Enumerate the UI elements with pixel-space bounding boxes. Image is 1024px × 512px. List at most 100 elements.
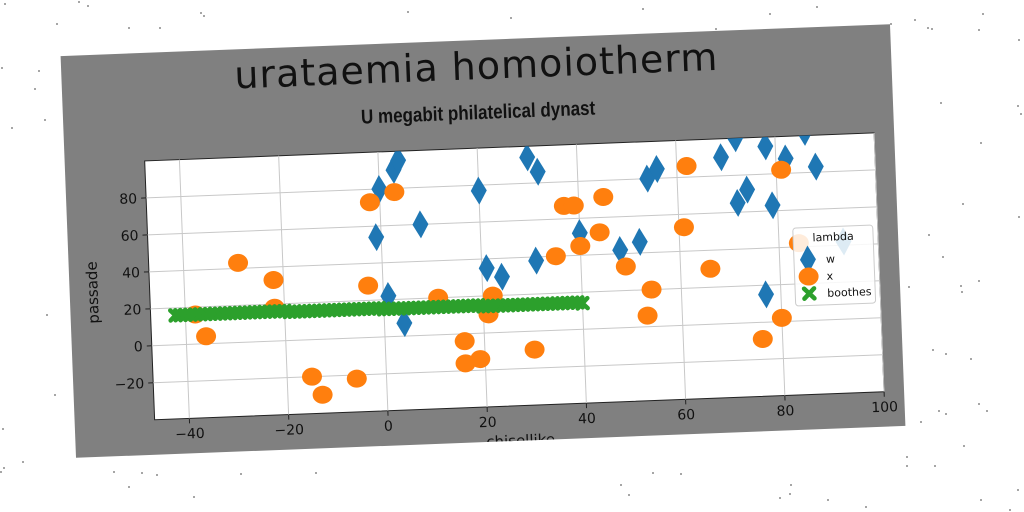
speckle: [128, 485, 131, 488]
speckle: [10, 127, 13, 130]
w-point: [529, 157, 546, 186]
speckle: [652, 472, 655, 475]
x-point: [228, 253, 249, 272]
speckle: [928, 234, 931, 237]
x-point: [615, 257, 636, 276]
speckle: [920, 420, 923, 423]
speckle: [1017, 105, 1020, 108]
x-point: [563, 196, 584, 215]
legend-title: lambda: [812, 230, 854, 245]
x-point: [301, 367, 322, 386]
x-point: [524, 340, 545, 359]
legend-label-w: w: [826, 253, 835, 266]
w-point: [478, 254, 495, 283]
w-point: [648, 155, 665, 184]
x-point: [359, 193, 380, 212]
legend-marker-boothes: [801, 286, 817, 301]
x-point: [358, 276, 379, 295]
speckle: [905, 455, 908, 458]
speckle: [768, 13, 771, 16]
speckle: [128, 26, 131, 29]
x-point: [771, 160, 792, 179]
speckle: [827, 498, 830, 501]
w-point: [796, 132, 813, 146]
x-point: [196, 327, 217, 346]
w-point: [390, 146, 407, 175]
speckle: [815, 5, 818, 8]
x-gridline: [278, 155, 290, 415]
speckle: [510, 16, 513, 19]
speckle: [933, 465, 936, 468]
y-tick-label: 20: [123, 302, 141, 319]
w-point: [528, 246, 545, 275]
speckle: [56, 22, 59, 25]
speckle: [789, 484, 792, 487]
x-point: [312, 385, 333, 404]
speckle: [1, 427, 4, 430]
speckle: [945, 352, 948, 355]
speckle: [680, 473, 683, 476]
x-point: [673, 218, 694, 237]
w-point: [612, 236, 629, 265]
x-tick-label: 60: [677, 407, 695, 424]
speckle: [980, 499, 983, 502]
speckle: [1016, 488, 1019, 491]
y-tick-label: 60: [120, 228, 138, 245]
x-tick-label: −40: [175, 426, 205, 443]
x-point: [752, 329, 773, 348]
w-point: [739, 175, 756, 204]
speckle: [970, 358, 973, 361]
x-point: [589, 223, 610, 242]
speckle: [34, 88, 36, 91]
x-point: [263, 271, 284, 290]
w-point: [727, 132, 744, 153]
legend-label-x: x: [826, 270, 833, 283]
speckle: [931, 348, 934, 351]
x-gridline: [675, 140, 687, 400]
speckle: [619, 484, 622, 487]
x-tick-label: 20: [478, 415, 496, 432]
legend-marker-x: [798, 267, 819, 286]
x-tick-label: 80: [776, 403, 794, 420]
w-point: [807, 152, 824, 181]
w-point: [371, 174, 388, 203]
y-tick-label: 40: [122, 265, 140, 282]
speckle: [978, 402, 981, 405]
speckle: [944, 413, 947, 416]
speckle: [940, 102, 943, 105]
speckle: [778, 496, 781, 499]
speckle: [641, 8, 644, 11]
speckle: [930, 28, 933, 31]
speckle: [43, 118, 46, 121]
w-point: [713, 143, 730, 172]
w-point: [368, 223, 385, 252]
x-gridline: [178, 159, 190, 419]
speckle: [963, 445, 966, 448]
x-point: [384, 183, 405, 202]
plot-area: [144, 132, 885, 421]
speckle: [239, 473, 242, 476]
speckle: [985, 410, 988, 413]
x-tick-label: 0: [384, 419, 394, 435]
x-point: [470, 350, 491, 369]
w-point: [519, 143, 536, 172]
y-gridline: [151, 317, 882, 347]
speckle: [0, 471, 3, 474]
w-point: [639, 164, 656, 193]
speckle: [789, 492, 792, 495]
y-gridline: [147, 206, 877, 236]
speckle: [141, 471, 144, 474]
speckle: [1017, 216, 1020, 219]
speckle: [628, 494, 631, 497]
speckle: [959, 285, 962, 288]
x-gridline: [575, 144, 587, 404]
speckle: [77, 0, 80, 3]
x-point: [771, 308, 792, 327]
y-tick-label: 80: [119, 191, 137, 208]
speckle: [192, 495, 195, 498]
speckle: [1017, 38, 1020, 41]
x-gridline: [873, 132, 885, 392]
speckle: [927, 27, 930, 29]
w-point: [385, 155, 402, 184]
speckle: [46, 313, 49, 316]
